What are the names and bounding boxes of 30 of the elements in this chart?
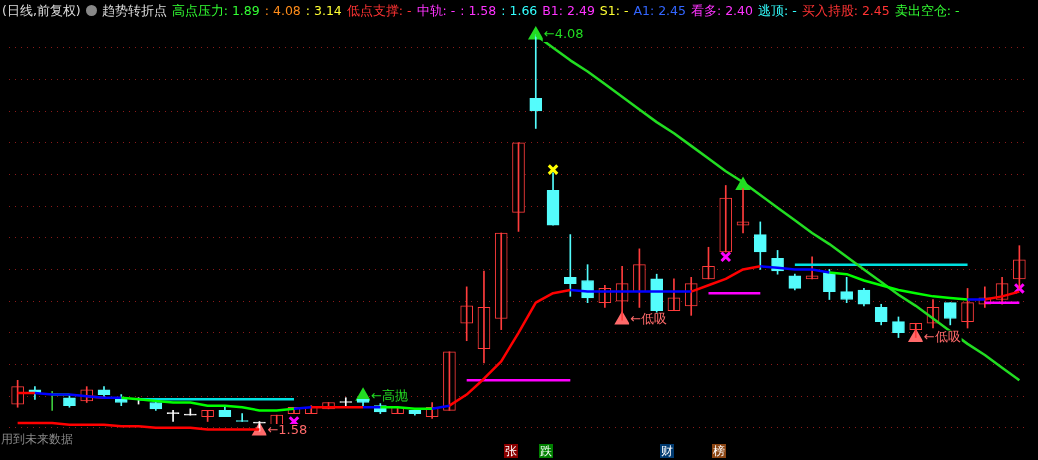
point (547, 163, 559, 176)
data-label: ←高抛 (371, 387, 408, 403)
point (720, 251, 732, 263)
data-label: ←低吸 (923, 328, 961, 344)
text: 卖出空仓: - (894, 3, 960, 18)
data-label: ←4.08 (543, 26, 584, 42)
text: : 1.58 (460, 3, 497, 18)
text: 张 (504, 444, 518, 458)
text: 榜 (712, 444, 726, 458)
text: 逃顶: - (758, 3, 797, 18)
text: 用到未来数据 (1, 431, 73, 448)
text: 买入持股: 2.45 (801, 3, 890, 18)
text: S1: - (599, 3, 629, 18)
text: B1: 2.49 (542, 3, 595, 18)
point (529, 27, 543, 40)
chart-subtitle: 趋势转折点 (101, 3, 167, 18)
data-label: ←低吸 (630, 311, 668, 327)
text: : 3.14 (305, 3, 342, 18)
chart-title: (日线,前复权) (2, 3, 81, 18)
text: : 4.08 (264, 3, 301, 18)
text: A1: 2.45 (633, 3, 686, 18)
text: 高点压力: 1.89 (171, 3, 260, 18)
text: 中轨: - (416, 3, 456, 18)
text: 看多: 2.40 (690, 3, 753, 18)
text: 低点支撑: - (346, 3, 412, 18)
text: 财 (660, 444, 674, 458)
text: : 1.66 (501, 3, 538, 18)
text: 跌 (539, 444, 553, 458)
data-label: ←1.58 (267, 422, 308, 438)
point (356, 388, 370, 401)
